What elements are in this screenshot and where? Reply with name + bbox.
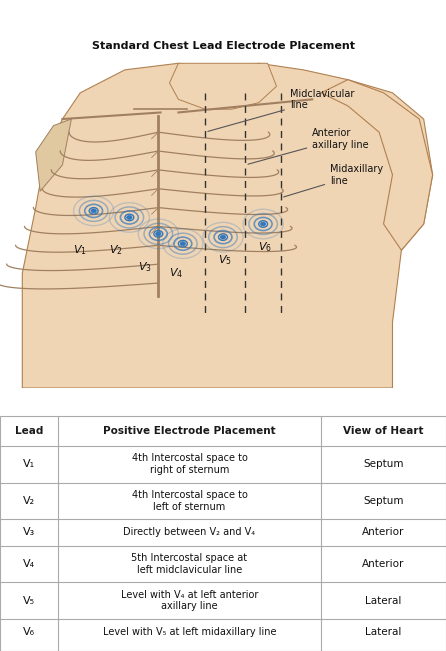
- Text: Anterior: Anterior: [362, 527, 405, 538]
- Circle shape: [180, 242, 186, 245]
- Text: V₄: V₄: [23, 559, 35, 569]
- Text: V₁: V₁: [23, 460, 35, 469]
- Text: $V_5$: $V_5$: [218, 253, 232, 267]
- Circle shape: [260, 222, 266, 226]
- Text: V₂: V₂: [23, 495, 35, 506]
- Polygon shape: [321, 79, 433, 250]
- Text: Lead: Lead: [15, 426, 43, 436]
- Text: Lateral: Lateral: [365, 628, 402, 637]
- Text: Midclavicular
line: Midclavicular line: [208, 89, 354, 132]
- Circle shape: [91, 209, 96, 213]
- Text: View of Heart: View of Heart: [343, 426, 424, 436]
- Polygon shape: [36, 119, 71, 191]
- Circle shape: [127, 215, 132, 219]
- Text: Septum: Septum: [363, 495, 404, 506]
- Text: Positive Electrode Placement: Positive Electrode Placement: [103, 426, 276, 436]
- Text: Elements of Chest Leads: Elements of Chest Leads: [136, 396, 310, 408]
- Text: Standard Chest Lead Electrode Placement: Standard Chest Lead Electrode Placement: [91, 41, 355, 51]
- Text: Directly between V₂ and V₄: Directly between V₂ and V₄: [124, 527, 256, 538]
- Text: Lateral: Lateral: [365, 596, 402, 605]
- Text: V₆: V₆: [23, 628, 35, 637]
- Text: $V_4$: $V_4$: [169, 266, 183, 280]
- Text: Midaxillary
line: Midaxillary line: [284, 164, 383, 197]
- Text: Anterior
axillary line: Anterior axillary line: [248, 128, 369, 164]
- Text: 4th Intercostal space to
right of sternum: 4th Intercostal space to right of sternu…: [132, 454, 248, 475]
- Circle shape: [220, 235, 226, 239]
- Polygon shape: [22, 63, 433, 388]
- Text: $V_2$: $V_2$: [109, 243, 123, 257]
- Text: Chest Leads: Chest Leads: [166, 7, 280, 25]
- Text: V₅: V₅: [23, 596, 35, 605]
- Text: Level with V₄ at left anterior
axillary line: Level with V₄ at left anterior axillary …: [121, 590, 258, 611]
- Text: $V_6$: $V_6$: [258, 240, 273, 254]
- Circle shape: [156, 232, 161, 236]
- FancyBboxPatch shape: [7, 65, 439, 383]
- Text: V₃: V₃: [23, 527, 35, 538]
- Text: 5th Intercostal space at
left midclavicular line: 5th Intercostal space at left midclavicu…: [132, 553, 248, 575]
- Text: Septum: Septum: [363, 460, 404, 469]
- Text: 4th Intercostal space to
left of sternum: 4th Intercostal space to left of sternum: [132, 490, 248, 512]
- Text: $V_3$: $V_3$: [138, 260, 152, 273]
- Polygon shape: [169, 63, 277, 109]
- Text: Level with V₅ at left midaxillary line: Level with V₅ at left midaxillary line: [103, 628, 277, 637]
- Text: Anterior: Anterior: [362, 559, 405, 569]
- Text: $V_1$: $V_1$: [73, 243, 87, 257]
